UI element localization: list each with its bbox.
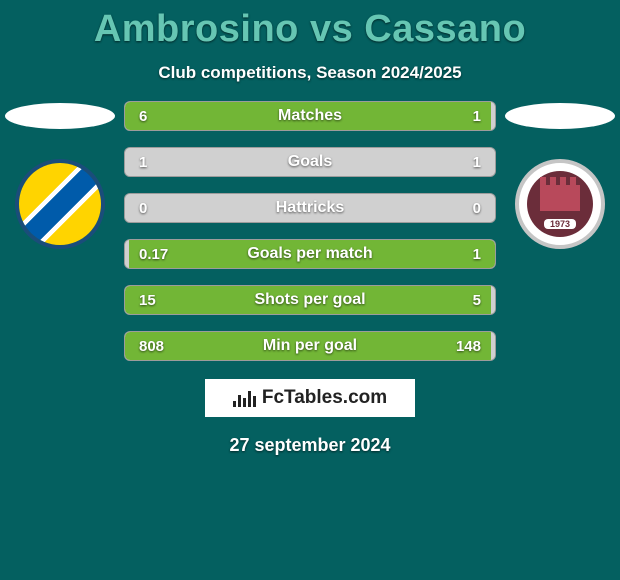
page-title: Ambrosino vs Cassano [94,8,526,51]
stat-label: Goals [125,153,495,171]
player-placeholder-left [5,103,115,129]
bar-chart-icon [233,389,256,407]
frosinone-crest-icon [19,163,101,245]
right-team-col: 1973 [500,101,620,249]
branding-text: FcTables.com [262,387,387,409]
stat-bar: 808148Min per goal [124,331,496,361]
content-row: 61Matches 11Goals 00Hattricks 0.171Goals pe… [0,101,620,361]
left-team-col [0,101,120,249]
stat-bar: 155Shots per goal [124,285,496,315]
stat-bar: 61Matches [124,101,496,131]
date-line: 27 september 2024 [229,435,390,456]
comparison-infographic: Ambrosino vs Cassano Club competitions, … [0,0,620,580]
stat-label: Hattricks [125,199,495,217]
castle-icon [540,185,580,211]
team-badge-left [15,159,105,249]
stat-label: Goals per match [125,245,495,263]
stat-label: Matches [125,107,495,125]
stat-bar: 11Goals [124,147,496,177]
stats-column: 61Matches 11Goals 00Hattricks 0.171Goals pe… [120,101,500,361]
team-badge-right: 1973 [515,159,605,249]
stat-label: Shots per goal [125,291,495,309]
stat-bar: 0.171Goals per match [124,239,496,269]
cittadella-crest-icon: 1973 [527,171,593,237]
branding-banner: FcTables.com [205,379,415,417]
page-subtitle: Club competitions, Season 2024/2025 [158,63,461,83]
stat-bar: 00Hattricks [124,193,496,223]
stat-label: Min per goal [125,337,495,355]
player-placeholder-right [505,103,615,129]
badge-year: 1973 [544,219,576,229]
